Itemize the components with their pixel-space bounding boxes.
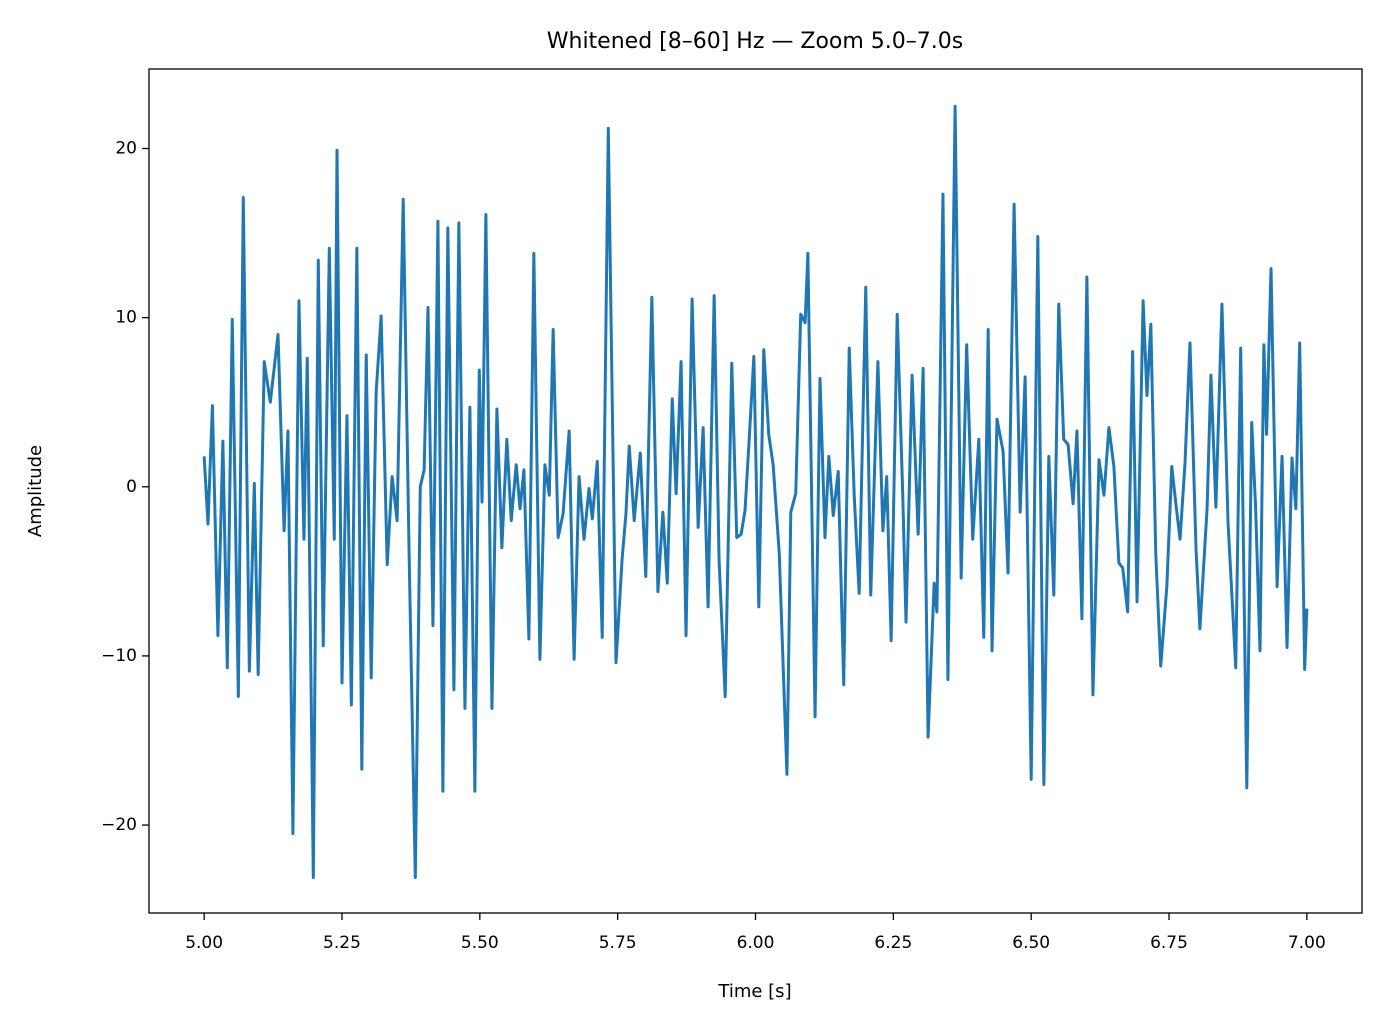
x-tick-label: 6.25 bbox=[874, 933, 912, 953]
x-tick-label: 5.25 bbox=[323, 933, 361, 953]
y-tick-label: 10 bbox=[115, 308, 137, 328]
x-tick-label: 6.00 bbox=[737, 933, 775, 953]
plot-frame bbox=[148, 68, 1363, 914]
x-tick-label: 5.00 bbox=[185, 933, 223, 953]
x-tick-label: 5.50 bbox=[461, 933, 499, 953]
x-axis-label: Time [s] bbox=[717, 981, 791, 1002]
signal-line bbox=[202, 104, 1309, 879]
x-tick-label: 6.75 bbox=[1150, 933, 1188, 953]
y-tick-label: −10 bbox=[101, 646, 137, 666]
y-tick-label: 0 bbox=[126, 477, 137, 497]
y-tick-label: 20 bbox=[115, 138, 137, 158]
y-tick-label: −20 bbox=[101, 815, 137, 835]
x-tick-label: 6.50 bbox=[1012, 933, 1050, 953]
x-tick-label: 5.75 bbox=[599, 933, 637, 953]
x-tick-label: 7.00 bbox=[1288, 933, 1326, 953]
chart-title: Whitened [8–60] Hz — Zoom 5.0–7.0s bbox=[547, 29, 964, 54]
y-axis-label: Amplitude bbox=[25, 445, 46, 537]
